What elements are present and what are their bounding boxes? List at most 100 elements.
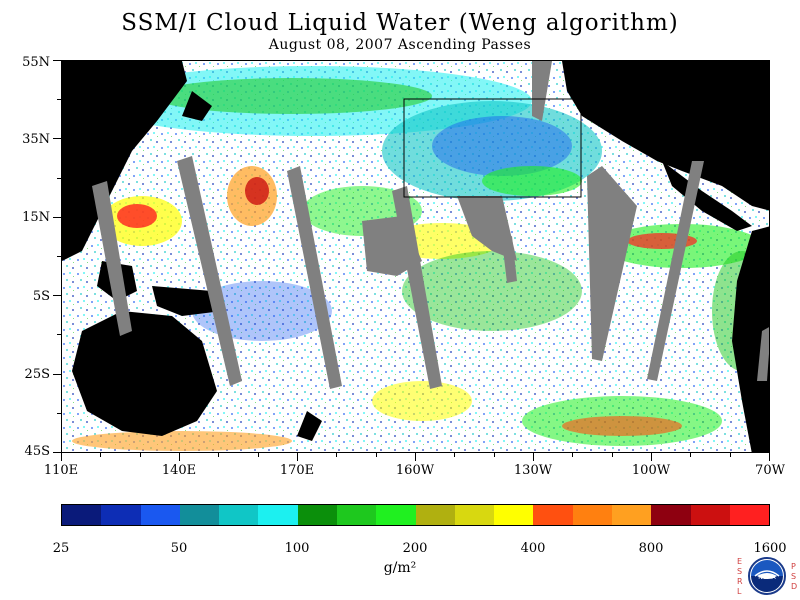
- colorbar-label: 800: [638, 541, 664, 556]
- lat-label-45s: 45S: [24, 444, 50, 459]
- axis-tick: [612, 453, 613, 457]
- logo-letter: D: [791, 582, 798, 591]
- axis-tick: [297, 453, 298, 461]
- colorbar-segment: [729, 505, 770, 525]
- colorbar-segment: [454, 505, 495, 525]
- swath-gap: [502, 236, 517, 283]
- no-data-swaths: [92, 61, 769, 389]
- axis-tick: [572, 453, 573, 457]
- lon-label-130w: 130W: [513, 463, 553, 478]
- logo-letter: P: [791, 562, 796, 571]
- central-america-landmass: [662, 161, 752, 231]
- new-zealand-landmass: [297, 411, 322, 441]
- axis-tick: [769, 453, 770, 461]
- axis-tick: [53, 217, 61, 218]
- asia-landmass: [62, 61, 187, 261]
- australia-landmass: [72, 311, 217, 436]
- colorbar-units: g/m²: [383, 560, 417, 576]
- map-panel: [61, 60, 770, 453]
- logo-letter: S: [737, 567, 743, 576]
- colorbar-label: 200: [402, 541, 428, 556]
- swath-gap: [457, 196, 517, 261]
- colorbar-segment: [336, 505, 377, 525]
- axis-tick: [53, 138, 61, 139]
- colorbar-segment: [494, 505, 534, 525]
- colorbar-label: 400: [520, 541, 546, 556]
- lon-label-110e: 110E: [43, 463, 79, 478]
- colorbar-segment: [101, 505, 141, 525]
- axis-tick: [53, 452, 61, 453]
- colorbar-segment: [179, 505, 220, 525]
- cloud-water-field: [72, 66, 769, 451]
- swath-gap: [647, 161, 704, 381]
- axis-tick: [218, 453, 219, 457]
- colorbar-label: 100: [284, 541, 310, 556]
- axis-tick: [415, 453, 416, 461]
- colorbar-segment: [219, 505, 259, 525]
- axis-tick: [140, 453, 141, 457]
- axis-tick: [179, 453, 180, 461]
- colorbar-segment: [258, 505, 298, 525]
- noaa-esrl-psd-logo: E S R L NOAA P S D: [723, 553, 799, 599]
- lon-label-100w: 100W: [631, 463, 671, 478]
- axis-tick: [454, 453, 455, 457]
- axis-tick: [53, 295, 61, 296]
- axis-tick: [730, 453, 731, 457]
- swath-gap: [177, 156, 242, 386]
- colorbar-segment: [297, 505, 337, 525]
- axis-tick: [100, 453, 101, 457]
- axis-tick: [57, 178, 61, 179]
- japan-landmass: [182, 91, 212, 121]
- lon-label-160w: 160W: [395, 463, 435, 478]
- lat-label-5s: 5S: [32, 289, 50, 304]
- colorbar-segment: [611, 505, 652, 525]
- map-canvas: [62, 61, 769, 452]
- axis-tick: [61, 453, 62, 461]
- swath-gap: [92, 181, 132, 336]
- map-title: SSM/I Cloud Liquid Water (Weng algorithm…: [121, 10, 679, 36]
- colorbar-segment: [572, 505, 612, 525]
- colorbar-segment: [651, 505, 691, 525]
- logo-letter: E: [737, 557, 743, 566]
- region-box: [403, 98, 582, 198]
- logo-letter: S: [791, 572, 797, 581]
- lon-label-170e: 170E: [279, 463, 315, 478]
- lat-label-25s: 25S: [24, 367, 50, 382]
- colorbar-segment: [415, 505, 455, 525]
- swath-gap: [532, 61, 552, 121]
- colorbar-segment: [376, 505, 416, 525]
- lon-label-140e: 140E: [161, 463, 197, 478]
- lat-label-15n: 15N: [22, 210, 50, 225]
- logo-badge-text: NOAA: [758, 574, 776, 581]
- noaa-emblem-icon: NOAA: [748, 557, 786, 595]
- south-america-landmass: [732, 226, 769, 452]
- lat-label-35n: 35N: [22, 132, 50, 147]
- new-guinea-landmass: [152, 286, 222, 316]
- colorbar-segment: [533, 505, 573, 525]
- swath-gap: [587, 166, 637, 361]
- axis-tick: [57, 99, 61, 100]
- colorbar-label: 50: [170, 541, 188, 556]
- lon-label-70w: 70W: [755, 463, 785, 478]
- swath-gap: [757, 327, 769, 381]
- axis-tick: [258, 453, 259, 457]
- colorbar-label: 25: [52, 541, 70, 556]
- axis-tick: [57, 413, 61, 414]
- land-masses: [62, 61, 769, 452]
- swath-gap: [392, 186, 442, 389]
- axis-tick: [651, 453, 652, 461]
- colorbar-segment: [62, 505, 102, 525]
- axis-tick: [57, 256, 61, 257]
- north-america-landmass: [562, 61, 769, 211]
- swath-gap: [287, 166, 342, 389]
- axis-tick: [53, 374, 61, 375]
- colorbar: [61, 504, 770, 526]
- colorbar-segment: [690, 505, 730, 525]
- colorbar-segment: [140, 505, 180, 525]
- axis-tick: [53, 60, 61, 61]
- axis-tick: [57, 334, 61, 335]
- logo-letter: R: [737, 577, 743, 586]
- axis-tick: [494, 453, 495, 457]
- colorbar-label: 1600: [753, 541, 787, 556]
- axis-tick: [690, 453, 691, 457]
